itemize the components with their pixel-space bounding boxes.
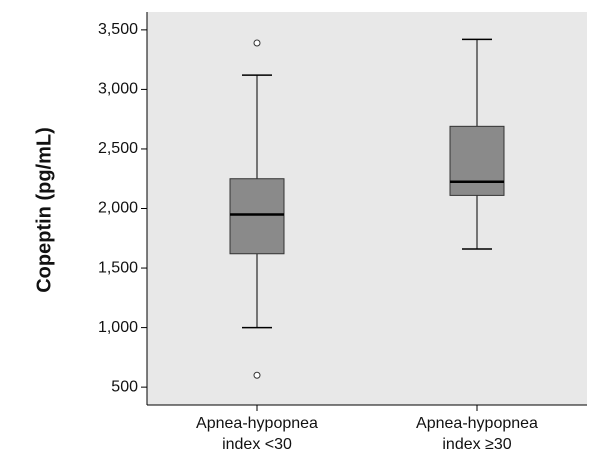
box-group bbox=[229, 39, 285, 379]
y-axis-title: Copeptin (pg/mL) bbox=[33, 127, 55, 293]
x-category-label-line2: index ≥30 bbox=[442, 436, 511, 453]
iqr-box bbox=[449, 125, 505, 196]
plot-area bbox=[147, 12, 587, 405]
y-tick-label: 2,000 bbox=[98, 200, 138, 217]
y-tick-label: 2,500 bbox=[98, 140, 138, 157]
x-category-label-line2: index <30 bbox=[222, 436, 292, 453]
boxes-layer bbox=[229, 38, 505, 379]
y-tick-label: 3,000 bbox=[98, 81, 138, 98]
y-tick-label: 3,500 bbox=[98, 21, 138, 38]
y-tick-label: 1,000 bbox=[98, 319, 138, 336]
axes-layer: 500 1,000 1,500 2,000 2,500 3,000 3,500 bbox=[98, 12, 587, 411]
iqr-box bbox=[229, 178, 285, 255]
x-category-label-line1: Apnea-hypopnea bbox=[416, 415, 538, 432]
y-tick-label: 1,500 bbox=[98, 259, 138, 276]
box-group bbox=[449, 38, 505, 250]
x-category-label-line1: Apnea-hypopnea bbox=[196, 415, 318, 432]
y-tick-label: 500 bbox=[111, 378, 138, 395]
outlier-point bbox=[253, 39, 261, 47]
outlier-point bbox=[253, 371, 261, 379]
labels-layer: Apnea-hypopnea index <30 Apnea-hypopnea ind… bbox=[196, 415, 538, 453]
